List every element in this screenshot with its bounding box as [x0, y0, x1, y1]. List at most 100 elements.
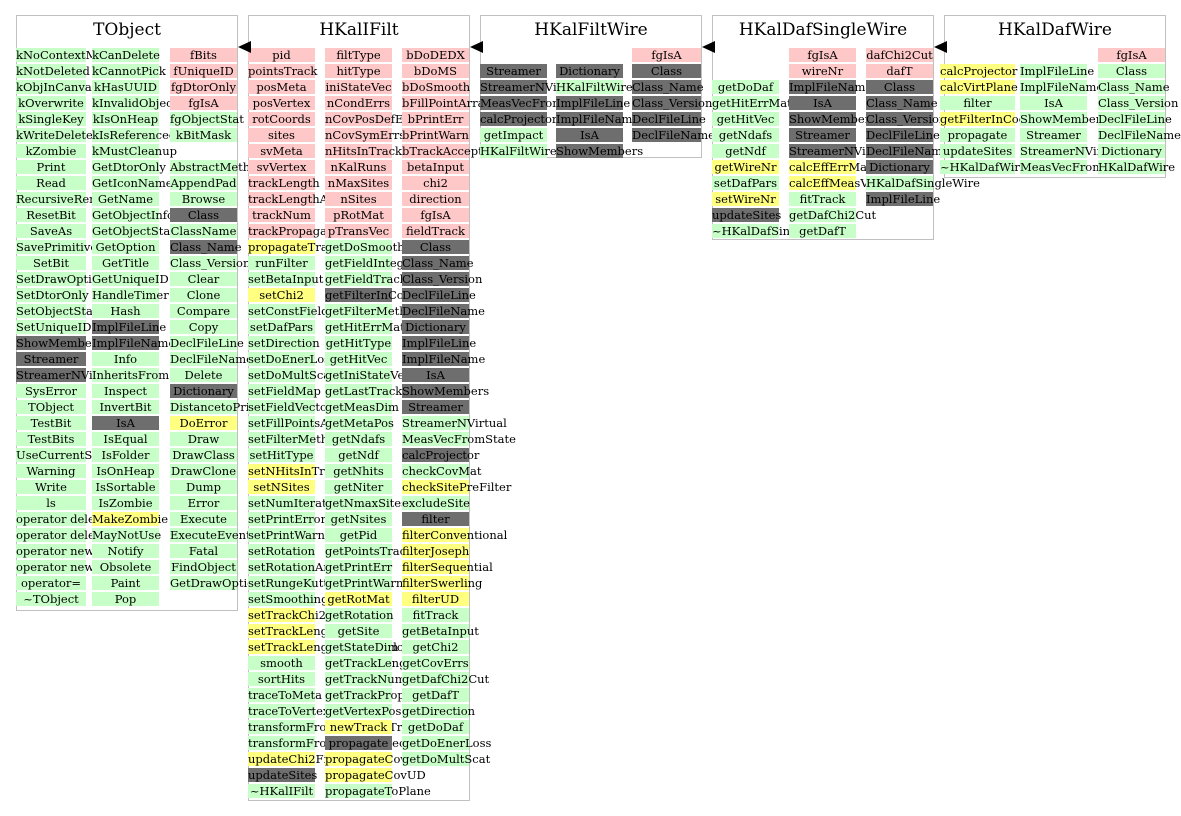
member-function[interactable]: getFieldTrack [325, 272, 407, 286]
member-function[interactable]: kNotDeleted [16, 64, 90, 78]
data-member[interactable]: fgIsA [170, 96, 237, 110]
member-function[interactable]: ImplFileLine [402, 336, 476, 350]
member-function[interactable]: getPrintWarn [325, 576, 403, 590]
data-member[interactable]: hitType [325, 64, 392, 78]
member-function[interactable]: setRotation [248, 544, 315, 558]
member-function[interactable]: Class [170, 208, 237, 222]
member-function[interactable]: ~TObject [16, 592, 86, 606]
member-function[interactable]: Class_Name [170, 240, 242, 254]
member-function[interactable]: HKalDafWire [1098, 160, 1175, 174]
member-function[interactable]: IsZombie [92, 496, 159, 510]
member-function[interactable]: filter [402, 512, 469, 526]
member-function[interactable]: getPointsTrack [325, 544, 413, 558]
data-member[interactable]: bTrackAccepted [402, 144, 497, 158]
member-function[interactable]: getTrackNum [325, 672, 406, 686]
member-function[interactable]: MayNotUse [92, 528, 161, 542]
member-function[interactable]: StreamerNVirtual [789, 144, 894, 158]
data-member[interactable]: posMeta [248, 80, 315, 94]
member-function[interactable]: getVertexPos [325, 704, 401, 718]
member-function[interactable]: getNdafs [325, 432, 392, 446]
member-function[interactable]: Copy [170, 320, 237, 334]
data-member[interactable]: fgIsA [402, 208, 469, 222]
data-member[interactable]: dafChi2Cut [866, 48, 933, 62]
member-function[interactable]: setHitType [248, 448, 315, 462]
member-function[interactable]: traceToMeta [248, 688, 322, 702]
data-member[interactable]: nSites [325, 192, 392, 206]
member-function[interactable]: Class_Name [1098, 80, 1170, 94]
member-function[interactable]: newTrack [325, 720, 392, 734]
member-function[interactable]: IsA [556, 128, 623, 142]
data-member[interactable]: svVertex [248, 160, 315, 174]
data-member[interactable]: pRotMat [325, 208, 392, 222]
member-function[interactable]: updateSites [248, 768, 317, 782]
member-function[interactable]: Class [1098, 64, 1165, 78]
member-function[interactable]: AppendPad [170, 176, 237, 190]
member-function[interactable]: smooth [248, 656, 315, 670]
member-function[interactable]: TestBit [16, 416, 86, 430]
member-function[interactable]: GetObjectInfo [92, 208, 174, 222]
data-member[interactable]: nMaxSites [325, 176, 392, 190]
member-function[interactable]: GetIconName [92, 176, 173, 190]
member-function[interactable]: ImplFileName [1020, 80, 1103, 94]
member-function[interactable]: DeclFileLine [632, 112, 706, 126]
data-member[interactable]: direction [402, 192, 469, 206]
member-function[interactable]: ResetBit [16, 208, 86, 222]
member-function[interactable]: ExecuteEvent [170, 528, 251, 542]
member-function[interactable]: SetDtorOnly [16, 288, 89, 302]
member-function[interactable]: ImplFileName [556, 112, 639, 126]
member-function[interactable]: ls [16, 496, 86, 510]
member-function[interactable]: kInvalidObject [92, 96, 177, 110]
member-function[interactable]: transformFromTrackToSector [248, 736, 422, 750]
member-function[interactable]: ShowMembers [556, 144, 643, 158]
member-function[interactable]: SetObjectStat [16, 304, 98, 318]
member-function[interactable]: GetDrawOption [170, 576, 261, 590]
member-function[interactable]: ImplFileName [402, 352, 485, 366]
member-function[interactable]: Pop [92, 592, 159, 606]
member-function[interactable]: setDirection [248, 336, 320, 350]
member-function[interactable]: IsA [92, 416, 159, 430]
member-function[interactable]: kSingleKey [16, 112, 86, 126]
data-member[interactable]: trackLengthAtLastMdc [248, 192, 383, 206]
member-function[interactable]: Dictionary [866, 160, 933, 174]
member-function[interactable]: setDoMultScat [248, 368, 335, 382]
member-function[interactable]: getHitVec [712, 112, 779, 126]
member-function[interactable]: getLastTrackAccepted [325, 384, 456, 398]
data-member[interactable]: trackLength [248, 176, 320, 190]
member-function[interactable]: setTrackLengthAtLastMdc [248, 640, 403, 654]
member-function[interactable]: calcEffMeasVec [789, 176, 881, 190]
member-function[interactable]: getCovErrs [402, 656, 469, 670]
member-function[interactable]: Hash [92, 304, 159, 318]
data-member[interactable]: fBits [170, 48, 237, 62]
member-function[interactable]: getNdf [712, 144, 779, 158]
member-function[interactable]: StreamerNVirtual [1020, 144, 1125, 158]
member-function[interactable]: DeclFileLine [170, 336, 244, 350]
member-function[interactable]: RecursiveRemove [16, 192, 120, 206]
member-function[interactable]: InvertBit [92, 400, 159, 414]
member-function[interactable]: getNsites [325, 512, 392, 526]
member-function[interactable]: getPid [325, 528, 392, 542]
member-function[interactable]: DeclFileName [402, 304, 485, 318]
member-function[interactable]: updateChi2Filter [248, 752, 348, 766]
member-function[interactable]: setNHitsInTrack [248, 464, 345, 478]
member-function[interactable]: HandleTimer [92, 288, 169, 302]
data-member[interactable]: bDoDEDX [402, 48, 469, 62]
member-function[interactable]: SetUniqueID [16, 320, 91, 334]
member-function[interactable]: setDafPars [712, 176, 779, 190]
member-function[interactable]: Dictionary [170, 384, 237, 398]
member-function[interactable]: getNmaxSites [325, 496, 407, 510]
member-function[interactable]: AbstractMethod [170, 160, 265, 174]
member-function[interactable]: ImplFileLine [1020, 64, 1094, 78]
member-function[interactable]: calcVirtPlane [940, 80, 1018, 94]
member-function[interactable]: Streamer [16, 352, 86, 366]
data-member[interactable]: bFillPointArrays [402, 96, 497, 110]
member-function[interactable]: DeclFileLine [866, 128, 940, 142]
member-function[interactable]: kObjInCanvas [16, 80, 98, 94]
member-function[interactable]: SysError [16, 384, 86, 398]
member-function[interactable]: GetName [92, 192, 159, 206]
member-function[interactable]: kZombie [16, 144, 86, 158]
member-function[interactable]: propagate [325, 736, 392, 750]
member-function[interactable]: setFieldVector [248, 400, 332, 414]
member-function[interactable]: Notify [92, 544, 159, 558]
data-member[interactable]: trackPropagator [248, 224, 344, 238]
member-function[interactable]: operator delete [16, 512, 106, 526]
